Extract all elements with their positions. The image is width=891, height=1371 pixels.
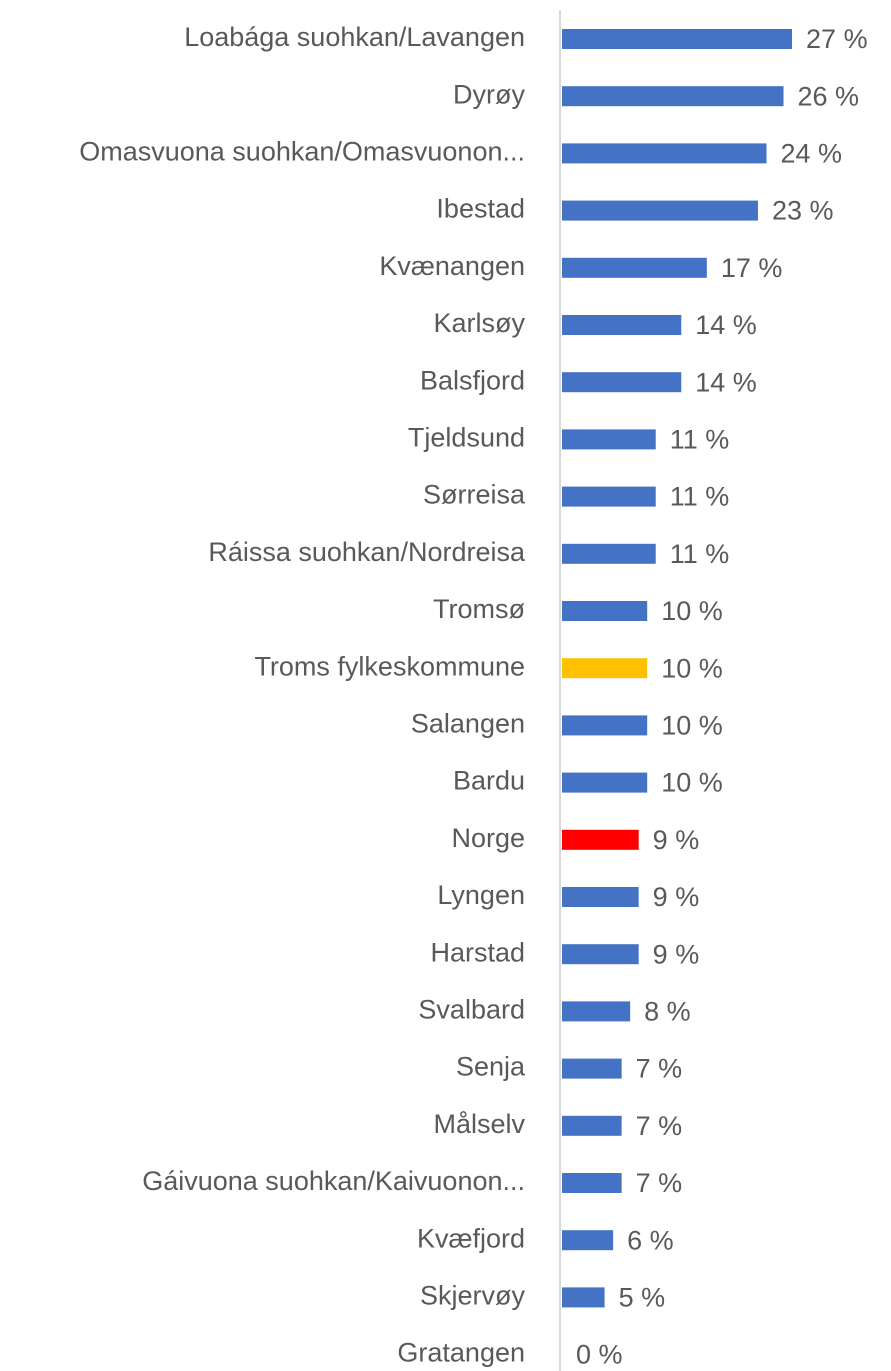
bar <box>562 1230 614 1251</box>
value-label: 8 % <box>644 997 691 1027</box>
value-label: 5 % <box>619 1283 666 1313</box>
category-label: Loabága suohkan/Lavangen <box>184 22 525 52</box>
category-label: Bardu <box>453 766 525 796</box>
category-label: Tromsø <box>433 594 525 624</box>
value-label: 7 % <box>636 1054 683 1084</box>
category-label: Skjervøy <box>420 1281 526 1311</box>
value-label: 27 % <box>806 24 868 54</box>
value-label: 23 % <box>772 196 834 226</box>
value-label: 24 % <box>780 139 842 169</box>
category-label: Tjeldsund <box>408 423 525 453</box>
category-label: Svalbard <box>418 995 525 1025</box>
category-label: Troms fylkeskommune <box>254 651 525 681</box>
value-label: 11 % <box>670 539 730 569</box>
value-label: 26 % <box>798 81 860 111</box>
category-label: Balsfjord <box>420 365 525 395</box>
category-label: Senja <box>456 1052 526 1082</box>
category-label: Dyrøy <box>453 79 525 109</box>
bar <box>562 1058 622 1079</box>
category-label: Gratangen <box>397 1338 525 1368</box>
value-label: 9 % <box>653 882 700 912</box>
value-label: 10 % <box>661 596 723 626</box>
value-label: 9 % <box>653 939 700 969</box>
value-label: 11 % <box>670 425 730 455</box>
value-label: 7 % <box>636 1111 683 1141</box>
bar <box>562 543 656 564</box>
bar <box>562 1287 605 1308</box>
value-label: 11 % <box>670 482 730 512</box>
category-label: Kvæfjord <box>417 1223 525 1253</box>
category-label: Harstad <box>430 937 525 967</box>
bar <box>562 772 648 793</box>
category-label: Lyngen <box>437 880 525 910</box>
bar <box>562 601 648 621</box>
bar <box>562 658 648 679</box>
bar <box>562 829 639 850</box>
category-label: Gáivuona suohkan/Kaivuonon... <box>142 1166 525 1196</box>
category-label: Salangen <box>411 709 525 739</box>
category-label: Ibestad <box>436 194 525 224</box>
bar <box>562 29 793 49</box>
category-label: Karlsøy <box>433 308 525 338</box>
category-label: Norge <box>451 823 525 853</box>
bar <box>562 143 767 164</box>
bar <box>562 715 648 736</box>
category-label: Sørreisa <box>423 480 526 510</box>
value-label: 14 % <box>695 367 757 397</box>
value-label: 10 % <box>661 711 723 741</box>
bar <box>562 315 682 335</box>
bar <box>562 86 784 107</box>
category-label: Omasvuona suohkan/Omasvuonon... <box>79 137 525 167</box>
value-label: 10 % <box>661 768 723 798</box>
bar <box>562 1001 631 1022</box>
bar <box>562 429 656 450</box>
bar <box>562 257 707 278</box>
value-label: 9 % <box>653 825 700 855</box>
value-label: 6 % <box>627 1225 674 1255</box>
bar <box>562 944 639 965</box>
bar <box>562 486 656 507</box>
bar <box>562 1173 622 1193</box>
category-label: Kvænangen <box>379 251 525 281</box>
bar <box>562 372 682 393</box>
value-label: 0 % <box>576 1340 623 1370</box>
value-label: 14 % <box>695 310 757 340</box>
category-label: Målselv <box>433 1109 525 1139</box>
bar <box>562 887 639 907</box>
bar <box>562 1115 622 1136</box>
value-label: 7 % <box>636 1168 683 1198</box>
value-label: 17 % <box>721 253 783 283</box>
bar <box>562 200 758 221</box>
value-label: 10 % <box>661 653 723 683</box>
category-label: Ráissa suohkan/Nordreisa <box>208 537 526 567</box>
